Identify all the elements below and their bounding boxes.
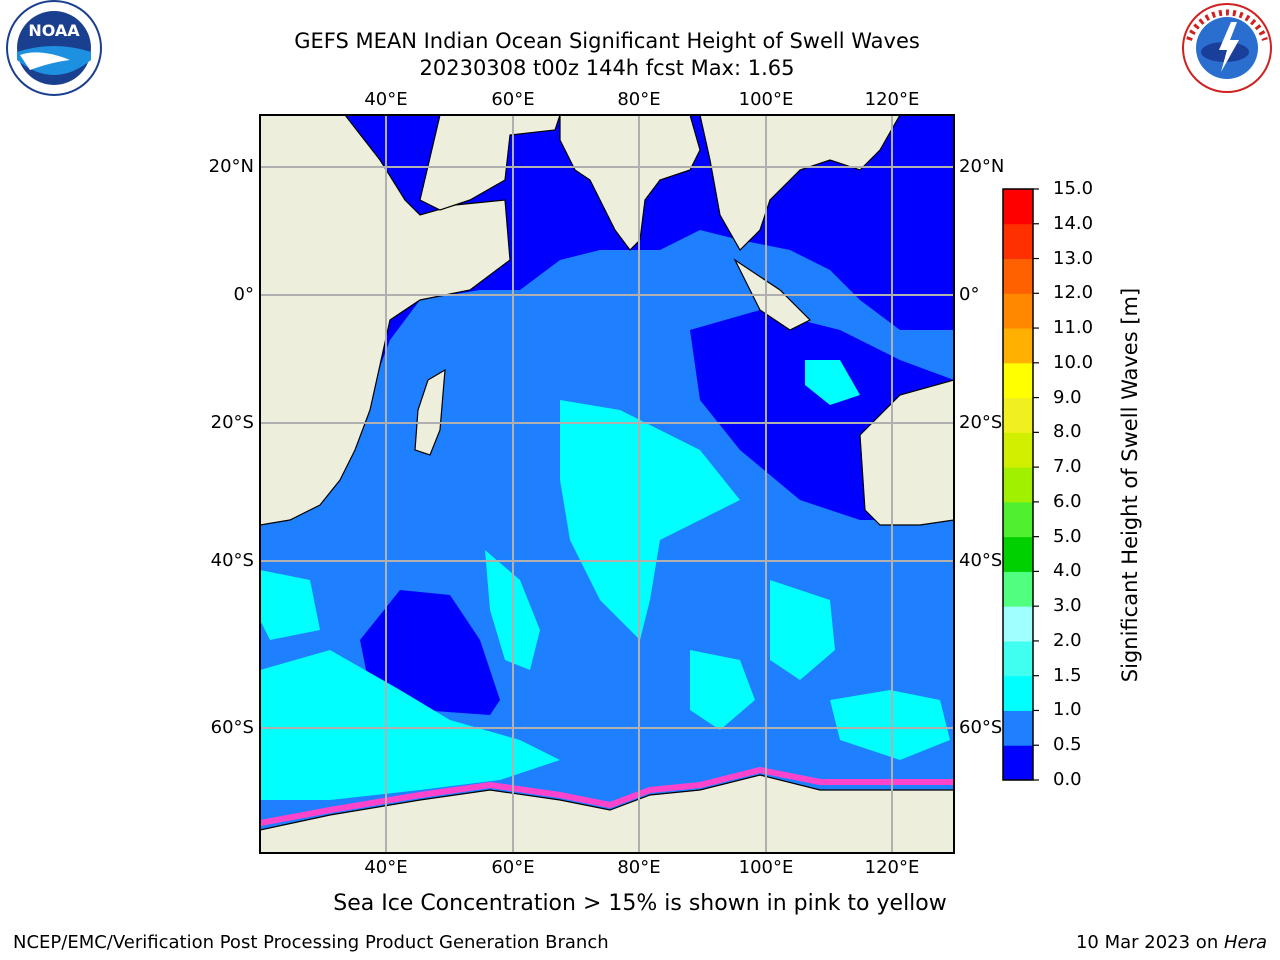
lat-tick-right-0: 0°	[959, 284, 980, 305]
footer-date: 10 Mar 2023 on Hera	[1076, 932, 1267, 954]
colorbar-tick-label: 5.0	[1053, 525, 1082, 547]
colorbar-bin-13.0-14.0	[1003, 223, 1033, 260]
colorbar-tick-label: 4.0	[1053, 560, 1082, 582]
noaa-logo: NOAA	[0, 0, 108, 108]
chart-subtitle: 20230308 t00z 144h fcst Max: 1.65	[419, 56, 795, 80]
high-swell-east-patch	[770, 580, 835, 680]
lon-tick-top-120e: 120°E	[864, 89, 920, 110]
lon-tick-bottom-100e: 100°E	[738, 857, 794, 878]
high-swell-southwest-band	[260, 650, 560, 800]
colorbar-tick-label: 11.0	[1053, 317, 1094, 339]
colorbar-frame	[1002, 188, 1034, 781]
lat-tick-left-0: 0°	[233, 284, 254, 305]
map-frame	[259, 114, 955, 854]
colorbar-bin-1.0-1.5	[1003, 675, 1033, 711]
colorbar-bin-11.0-12.0	[1003, 293, 1033, 329]
lat-tick-right-60s: 60°S	[959, 717, 1003, 738]
colorbar-tick-label: 3.0	[1053, 595, 1082, 617]
high-swell-se	[830, 690, 950, 760]
lon-tick-bottom-80e: 80°E	[617, 857, 661, 878]
footer-credit: NCEP/EMC/Verification Post Processing Pr…	[13, 932, 609, 953]
high-swell-central	[560, 400, 740, 640]
high-swell-sumatra	[805, 360, 860, 405]
colorbar-bin-0.0-0.5	[1003, 745, 1033, 781]
colorbar-bin-0.5-1.0	[1003, 710, 1033, 746]
colorbar-tick-label: 12.0	[1053, 282, 1094, 304]
lon-tick-bottom-60e: 60°E	[491, 857, 535, 878]
colorbar-tick-label: 2.0	[1053, 629, 1082, 651]
colorbar-tick-label: 6.0	[1053, 490, 1082, 512]
colorbar-bin-1.5-2.0	[1003, 640, 1033, 677]
lon-tick-bottom-120e: 120°E	[864, 857, 920, 878]
lat-tick-right-20n: 20°N	[959, 156, 1005, 177]
colorbar-bin-2.0-3.0	[1003, 606, 1033, 642]
arabia-land	[419, 115, 561, 211]
lat-tick-left-20n: 20°N	[208, 156, 254, 177]
antarctica-land	[260, 774, 954, 853]
colorbar-tick-label: 14.0	[1053, 212, 1094, 234]
colorbar-tick-label: 13.0	[1053, 247, 1094, 269]
national-weather-service-logo	[1175, 0, 1280, 100]
colorbar-bin-5.0-6.0	[1003, 501, 1033, 538]
colorbar-tick-label: 9.0	[1053, 386, 1082, 408]
colorbar-bin-10.0-11.0	[1003, 328, 1033, 364]
colorbar-tick-label: 1.5	[1053, 664, 1082, 686]
colorbar-bin-3.0-4.0	[1003, 571, 1033, 607]
australia-land	[859, 379, 954, 526]
southeast-asia-land	[699, 115, 901, 251]
map-gridlines	[260, 115, 954, 853]
colorbar-bin-7.0-8.0	[1003, 432, 1033, 468]
lon-tick-top-80e: 80°E	[617, 89, 661, 110]
lon-tick-top-40e: 40°E	[364, 89, 408, 110]
noaa-logo-text: NOAA	[28, 21, 80, 40]
colorbar-tick-label: 1.0	[1053, 699, 1082, 721]
low-swell-southwest	[360, 590, 500, 715]
footer-host: Hera	[1223, 932, 1267, 953]
colorbar-tick-label: 8.0	[1053, 421, 1082, 443]
colorbar-bin-12.0-13.0	[1003, 258, 1033, 294]
sea-ice-edge	[260, 766, 954, 826]
colorbar-bin-8.0-9.0	[1003, 397, 1033, 433]
colorbar-tick-label: 10.0	[1053, 351, 1094, 373]
colorbar-tick-label: 7.0	[1053, 456, 1082, 478]
colorbar-label: Significant Height of Swell Waves [m]	[1118, 287, 1142, 683]
lat-tick-left-60s: 60°S	[210, 717, 254, 738]
lat-tick-right-20s: 20°S	[959, 412, 1003, 433]
colorbar-bin-9.0-10.0	[1003, 362, 1033, 399]
lon-tick-bottom-40e: 40°E	[364, 857, 408, 878]
colorbar-bin-6.0-7.0	[1003, 467, 1033, 503]
footer-date-text: 10 Mar 2023 on	[1075, 932, 1224, 953]
sea-ice-caption: Sea Ice Concentration > 15% is shown in …	[333, 891, 947, 916]
high-swell-west-edge	[260, 570, 320, 640]
colorbar-tick-label: 0.5	[1053, 734, 1082, 756]
lat-tick-left-20s: 20°S	[210, 412, 254, 433]
map-plot-area	[260, 115, 954, 853]
chart-title: GEFS MEAN Indian Ocean Significant Heigh…	[294, 29, 920, 53]
high-swell-south-central	[690, 650, 755, 730]
colorbar-tick-label: 0.0	[1053, 769, 1082, 790]
lat-tick-right-40s: 40°S	[959, 550, 1003, 571]
colorbar-tick-label: 15.0	[1053, 178, 1094, 199]
lon-tick-top-60e: 60°E	[491, 89, 535, 110]
india-land	[559, 115, 701, 251]
madagascar-land	[414, 368, 446, 456]
colorbar-bin-14.0-15.0	[1003, 189, 1033, 225]
lon-tick-top-100e: 100°E	[738, 89, 794, 110]
colorbar	[1003, 188, 1039, 781]
colorbar-bin-4.0-5.0	[1003, 536, 1033, 572]
lat-tick-left-40s: 40°S	[210, 550, 254, 571]
